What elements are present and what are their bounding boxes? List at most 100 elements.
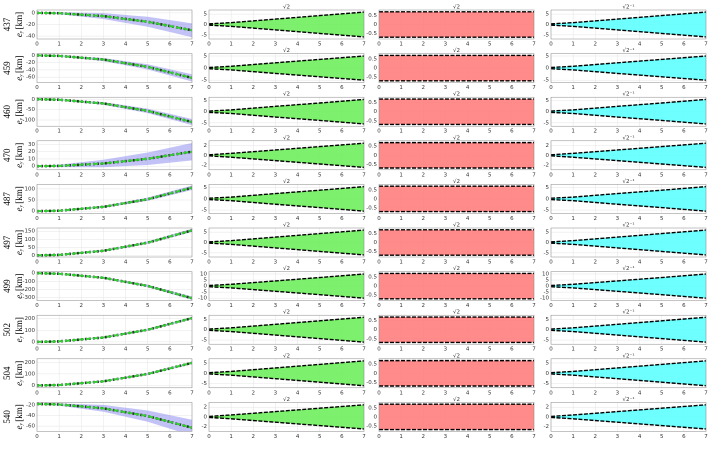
envelope-line [551, 111, 706, 125]
y-tick-label: 20 [28, 149, 35, 155]
y-tick-label: 0 [204, 153, 208, 159]
envelope-line [551, 185, 706, 199]
x-tick-label: 7 [190, 303, 194, 309]
y-axis-label: ey[km] [14, 230, 25, 255]
x-tick-label: 3 [274, 129, 278, 135]
mean-line [37, 150, 192, 168]
plot-area [37, 53, 192, 83]
y-tick-label: 5 [546, 360, 550, 366]
x-tick-label: 5 [318, 347, 322, 353]
x-tick-label: 2 [422, 42, 426, 48]
band [551, 12, 706, 37]
y-tick-label: -5 [544, 208, 550, 214]
y-tick-label: 0 [546, 196, 550, 202]
row-label: 470 [2, 148, 12, 162]
x-tick-label: 1 [399, 129, 403, 135]
y-tick-label: 0 [374, 153, 378, 159]
x-tick-label: 6 [168, 260, 172, 266]
x-tick-label: 3 [444, 390, 448, 396]
panel-title: √2⁻¹ [622, 352, 634, 359]
x-tick-label: 0 [549, 85, 553, 91]
panel: 0 1 2 3 4 5 6 7 -5 0 5 √2 [202, 91, 367, 135]
panel: 0 1 2 3 4 5 6 7 -5 0 5 √2⁻¹ [544, 222, 709, 266]
envelope-line [209, 98, 364, 112]
x-tick-label: 2 [594, 260, 598, 266]
y-tick-label: 0 [32, 53, 36, 59]
x-tick-label: 7 [704, 85, 708, 91]
panel-title: √2⁻¹ [622, 222, 634, 229]
y-axis-label: ey[km] [14, 55, 25, 80]
envelope-line [209, 373, 364, 387]
x-tick-label: 7 [190, 129, 194, 135]
x-tick-label: 5 [146, 216, 150, 222]
x-tick-label: 4 [466, 390, 470, 396]
plot-frame [208, 53, 365, 83]
envelope-line [209, 11, 364, 25]
plot-frame [36, 96, 193, 127]
panel-title: √2⁻¹ [622, 309, 634, 316]
y-tick-label: 0 [32, 271, 36, 277]
plot-frame [378, 227, 535, 258]
x-tick-label: 6 [682, 347, 686, 353]
x-tick-label: 0 [377, 85, 381, 91]
x-tick-label: 7 [704, 216, 708, 222]
x-tick-label: 2 [594, 172, 598, 178]
panel: 0 1 2 3 4 5 6 7-0.500.5√2 [366, 47, 536, 91]
x-tick-label: 4 [638, 303, 642, 309]
plot-content [37, 402, 192, 432]
x-tick-label: 3 [102, 260, 106, 266]
x-tick-label: 4 [124, 172, 128, 178]
x-tick-label: 7 [190, 390, 194, 396]
envelope-line [209, 229, 364, 243]
x-tick-label: 6 [682, 216, 686, 222]
band [551, 360, 706, 386]
x-tick-label: 2 [252, 260, 256, 266]
x-tick-label: 4 [638, 85, 642, 91]
y-tick-label: 100 [25, 328, 36, 334]
panel: 0 1 2 3 4 5 6 7 -5 0 5 √2⁻¹ [544, 4, 709, 48]
plot-frame [36, 140, 193, 171]
x-tick-label: 2 [594, 347, 598, 353]
panel: 0 1 2 3 4 5 6 7 -5 0 5 √2⁻¹ [544, 91, 709, 135]
y-tick-label: -60 [26, 424, 35, 430]
y-tick-label: -50 [26, 107, 35, 113]
y-axis-label: ey[km] [14, 361, 25, 386]
panel-title: √2 [453, 91, 460, 98]
x-tick-label: 2 [422, 129, 426, 135]
panel: 0 1 2 3 4 5 6 7-0.500.5√2 [366, 265, 536, 309]
y-tick-label: 5 [546, 98, 550, 104]
envelope-line [551, 316, 706, 330]
x-tick-label: 4 [638, 260, 642, 266]
x-tick-label: 2 [252, 129, 256, 135]
x-tick-label: 2 [422, 260, 426, 266]
envelope-line [209, 286, 364, 299]
x-tick-label: 3 [102, 85, 106, 91]
y-tick-label: 150 [25, 229, 36, 235]
y-tick-label: 2 [204, 143, 208, 149]
x-tick-label: 5 [146, 129, 150, 135]
panel: 0 1 2 3 4 5 6 7-202√2 [202, 396, 367, 440]
panel-title: √2 [283, 4, 290, 11]
x-tick-label: 5 [318, 260, 322, 266]
x-tick-label: 3 [102, 303, 106, 309]
x-tick-label: 3 [444, 172, 448, 178]
x-tick-label: 6 [340, 260, 344, 266]
x-tick-label: 4 [638, 347, 642, 353]
x-tick-label: 5 [660, 216, 664, 222]
x-tick-label: 4 [638, 390, 642, 396]
x-tick-label: 4 [296, 216, 300, 222]
x-tick-label: 4 [466, 347, 470, 353]
plot-content [551, 273, 706, 299]
panel-title: √2⁻¹ [622, 4, 634, 11]
panel: 0 1 2 3 4 5 6 7-0.500.5√2 [366, 396, 536, 440]
panel-title: √2⁻¹ [622, 91, 634, 98]
x-tick-label: 5 [488, 172, 492, 178]
x-tick-label: 0 [207, 42, 211, 48]
x-tick-label: 1 [229, 347, 233, 353]
y-axis-label: ey[km] [14, 186, 25, 211]
envelope-line [209, 55, 364, 69]
envelope-line [551, 229, 706, 243]
